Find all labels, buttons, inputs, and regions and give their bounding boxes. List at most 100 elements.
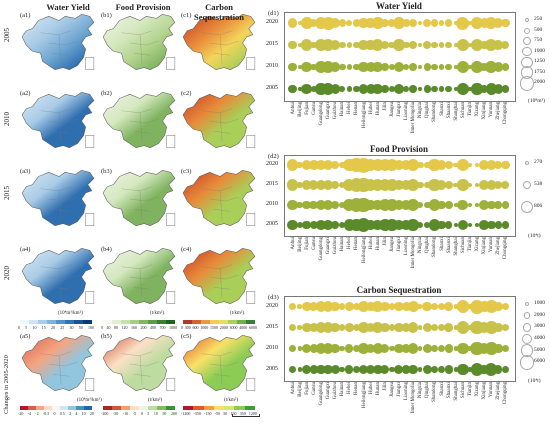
province-label: Heilongjiang xyxy=(361,237,367,264)
bubble-mark xyxy=(474,222,480,228)
bubble-mark xyxy=(424,161,431,169)
province-label: Jilin xyxy=(382,382,388,391)
bubble-mark xyxy=(371,159,384,171)
carbon-sequestration-legend-ticks: 0 300 600 1000 1500 2000 3000 4000 6000 xyxy=(181,325,257,330)
province-label: Hainan xyxy=(340,382,346,397)
bubble-mark xyxy=(494,181,503,189)
bubble-mark xyxy=(330,84,340,94)
province-label: Henan xyxy=(354,237,360,251)
bubble-mark xyxy=(479,18,489,28)
bubble-mark xyxy=(501,160,510,170)
bubble-mark xyxy=(457,219,469,231)
province-label: Guizhou xyxy=(333,102,339,120)
size-legend-unit: (10⁴t) xyxy=(528,378,541,384)
bubble-mark xyxy=(380,322,390,333)
size-legend-circle xyxy=(523,37,531,46)
bubble-mark xyxy=(423,41,432,49)
bubble-mark xyxy=(331,221,339,229)
legend-tick-label: 10 xyxy=(32,325,37,330)
bubble-mark xyxy=(400,159,412,171)
bubble-mark xyxy=(418,65,423,69)
bubble-mark xyxy=(380,343,390,354)
bubble-mark xyxy=(423,18,432,28)
bubble-mark xyxy=(453,20,458,26)
bubble-mark xyxy=(364,159,377,171)
bubble-mark xyxy=(297,43,302,47)
bubble-panel-title-3: Carbon Sequestration xyxy=(356,285,442,295)
bubble-mark xyxy=(493,62,504,72)
bubble-mark xyxy=(456,60,469,74)
bubble-mark xyxy=(453,367,458,372)
province-label: Inner Mongolia xyxy=(411,382,417,414)
legend-tick-label: 0 xyxy=(140,411,143,416)
province-label: Hainan xyxy=(340,237,346,252)
province-label: Chongqing xyxy=(503,237,509,260)
bubble-mark xyxy=(431,63,438,71)
row-label-2020: 2020 xyxy=(3,266,11,280)
carbon-sequestration-change-legend-ticks: -1200 -350 -150 -50 50 150 350 1200 xyxy=(181,411,257,416)
bubble-mark xyxy=(365,219,376,231)
bubble-mark xyxy=(418,346,423,351)
legend-tick-label: 120 xyxy=(121,325,128,330)
bubble-mark xyxy=(345,365,354,374)
bubble-mark xyxy=(286,179,299,191)
bubble-mark xyxy=(479,343,490,354)
bubble-mark xyxy=(338,41,346,49)
bubble-mark xyxy=(501,18,510,28)
province-label: Guangdong xyxy=(318,237,324,261)
bubble-mark xyxy=(431,85,438,93)
legend-tick-label: 200 xyxy=(171,411,177,416)
province-label: Shandong xyxy=(432,102,438,122)
province-label: Xizang xyxy=(475,237,481,252)
bubble-mark xyxy=(407,322,419,333)
province-label: Sichuan xyxy=(460,237,466,254)
bubble-mark xyxy=(407,178,420,192)
bubble-mark xyxy=(339,345,346,352)
bubble-mark xyxy=(437,344,446,353)
bubble-mark xyxy=(501,221,510,229)
province-label: Jiangsu xyxy=(389,237,395,252)
bubble-mark xyxy=(486,220,496,230)
province-label: Zhejiang xyxy=(496,237,502,255)
map-c3: (c3) xyxy=(179,168,259,230)
bubble-mark xyxy=(381,85,389,93)
legend-tick-label: -10 xyxy=(122,411,129,416)
bubble-mark xyxy=(310,85,318,93)
bubble-mark xyxy=(437,200,447,210)
legend-tick-label: 4000 xyxy=(239,325,248,330)
bubble-mark xyxy=(428,199,441,211)
bubble-mark xyxy=(287,219,298,231)
bubble-mark xyxy=(453,162,459,168)
bubble-mark xyxy=(365,199,377,211)
bubble-mark xyxy=(424,221,431,229)
map-a3: (a3) xyxy=(18,168,98,230)
legend-tick-label: -50 xyxy=(214,411,221,416)
bubble-mark xyxy=(323,364,333,375)
bubble-mark xyxy=(288,84,297,94)
bubble-mark xyxy=(388,324,395,331)
bubble-mark xyxy=(501,85,510,93)
bubble-year-label: 2010 xyxy=(266,63,278,69)
bubble-mark xyxy=(393,61,405,73)
map-c5: (c5) xyxy=(179,333,259,395)
bubble-mark xyxy=(407,301,419,312)
map-a2: (a2) xyxy=(18,90,98,152)
bubble-mark xyxy=(296,161,303,169)
bubble-mark xyxy=(315,322,327,333)
bubble-mark xyxy=(479,364,490,375)
bubble-mark xyxy=(378,199,391,211)
water-yield-change-legend-bar xyxy=(20,406,92,410)
size-legend-label: 3000 xyxy=(534,323,545,330)
panel-label-c4: (c4) xyxy=(181,246,192,253)
bubble-mark xyxy=(309,323,319,332)
panel-label-b1: (b1) xyxy=(101,12,112,19)
province-label: Hubei xyxy=(368,382,374,395)
bubble-mark xyxy=(352,41,360,49)
bubble-mark xyxy=(444,221,453,229)
province-label: Heilongjiang xyxy=(361,382,367,409)
bubble-mark xyxy=(322,83,334,95)
province-label: Shanghai xyxy=(453,382,459,401)
bubble-mark xyxy=(456,342,469,355)
water-yield-legend-bar xyxy=(20,320,92,324)
bubble-mark xyxy=(301,160,312,170)
